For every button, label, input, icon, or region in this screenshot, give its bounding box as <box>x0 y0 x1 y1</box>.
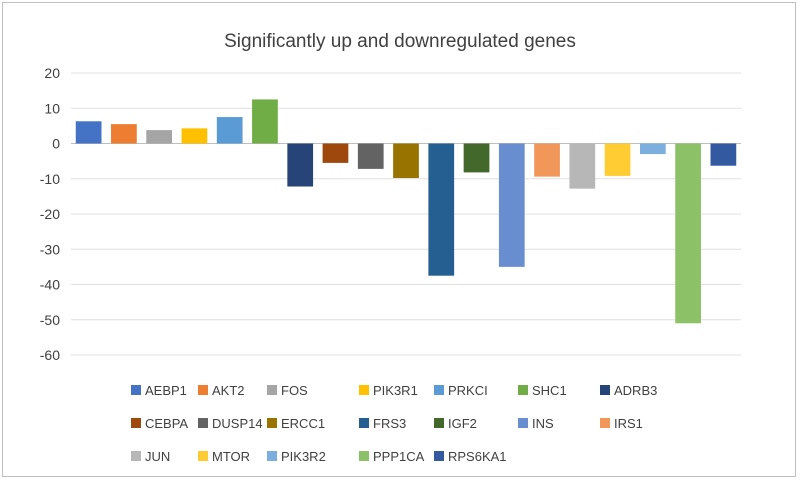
legend-item-fos: FOS <box>267 383 308 398</box>
legend-item-aebp1: AEBP1 <box>131 383 187 398</box>
y-tick-label: -20 <box>40 206 60 222</box>
legend-swatch <box>131 385 141 395</box>
legend-label: SHC1 <box>532 383 567 398</box>
y-tick-label: 0 <box>52 136 60 152</box>
bars <box>75 99 737 324</box>
legend-swatch <box>131 418 141 428</box>
legend-item-pik3r2: PIK3R2 <box>267 449 326 464</box>
legend-swatch <box>198 418 208 428</box>
bar-akt2 <box>111 124 137 144</box>
legend-swatch <box>267 385 277 395</box>
legend-label: FRS3 <box>373 416 406 431</box>
legend-item-cebpa: CEBPA <box>131 416 188 431</box>
legend-item-ercc1: ERCC1 <box>267 416 325 431</box>
legend-swatch <box>198 451 208 461</box>
bar-mtor <box>604 143 631 176</box>
y-tick-label: -30 <box>40 241 60 257</box>
legend-item-irs1: IRS1 <box>600 416 643 431</box>
legend-item-igf2: IGF2 <box>434 416 477 431</box>
bar-adrb3 <box>287 143 314 187</box>
bar-cebpa <box>322 143 349 163</box>
y-tick-label: 10 <box>44 100 60 116</box>
legend-swatch <box>600 385 610 395</box>
legend-label: AEBP1 <box>145 383 187 398</box>
legend-item-ins: INS <box>518 416 554 431</box>
legend-item-shc1: SHC1 <box>518 383 567 398</box>
legend-label: PIK3R2 <box>281 449 326 464</box>
legend-swatch <box>434 451 444 461</box>
legend-label: ERCC1 <box>281 416 325 431</box>
legend-label: IRS1 <box>614 416 643 431</box>
bar-shc1 <box>252 99 278 144</box>
bar-pik3r1 <box>181 128 208 144</box>
legend-label: AKT2 <box>212 383 245 398</box>
legend-label: IGF2 <box>448 416 477 431</box>
legend-swatch <box>518 418 528 428</box>
bar-frs3 <box>428 143 455 276</box>
bar-chart: Significantly up and downregulated genes… <box>40 31 741 464</box>
legend-swatch <box>267 451 277 461</box>
legend-item-adrb3: ADRB3 <box>600 383 657 398</box>
legend-label: PRKCI <box>448 383 488 398</box>
y-tick-label: -50 <box>40 312 60 328</box>
legend-swatch <box>600 418 610 428</box>
bar-aebp1 <box>75 121 102 144</box>
legend-item-akt2: AKT2 <box>198 383 245 398</box>
bar-irs1 <box>534 143 560 177</box>
y-tick-label: -10 <box>40 171 60 187</box>
legend-label: DUSP14 <box>212 416 263 431</box>
bar-fos <box>146 130 173 144</box>
bar-ercc1 <box>393 143 419 179</box>
legend-swatch <box>198 385 208 395</box>
bar-ins <box>498 143 525 267</box>
bar-igf2 <box>463 143 490 173</box>
legend-swatch <box>267 418 277 428</box>
bar-rps6ka1 <box>710 143 737 166</box>
bar-dusp14 <box>357 143 384 169</box>
bar-jun <box>569 143 596 189</box>
y-tick-label: -40 <box>40 277 60 293</box>
legend-label: MTOR <box>212 449 250 464</box>
legend-label: PPP1CA <box>373 449 425 464</box>
legend-item-ppp1ca: PPP1CA <box>359 449 425 464</box>
legend-swatch <box>359 451 369 461</box>
bar-pik3r2 <box>639 143 666 155</box>
legend-item-prkci: PRKCI <box>434 383 488 398</box>
y-tick-label: 20 <box>44 65 60 81</box>
chart-frame: Significantly up and downregulated genes… <box>2 2 796 477</box>
legend-item-pik3r1: PIK3R1 <box>359 383 418 398</box>
legend-label: PIK3R1 <box>373 383 418 398</box>
bar-prkci <box>216 117 243 144</box>
legend-swatch <box>434 385 444 395</box>
legend-item-dusp14: DUSP14 <box>198 416 263 431</box>
legend-label: RPS6KA1 <box>448 449 507 464</box>
y-axis: 20 10 0 -10 -20 -30 -40 -50 -60 <box>40 65 60 363</box>
y-tick-label: -60 <box>40 347 60 363</box>
legend-label: JUN <box>145 449 170 464</box>
chart-title: Significantly up and downregulated genes <box>224 31 576 52</box>
legend-swatch <box>518 385 528 395</box>
legend-label: INS <box>532 416 554 431</box>
legend-item-frs3: FRS3 <box>359 416 406 431</box>
legend-item-jun: JUN <box>131 449 170 464</box>
legend-swatch <box>131 451 141 461</box>
legend-label: FOS <box>281 383 308 398</box>
legend-swatch <box>359 385 369 395</box>
legend: AEBP1 AKT2 FOS PIK3R1 PRKCI SHC1 ADRB3 CEBPA DUS… <box>131 383 657 464</box>
legend-item-rps6ka1: RPS6KA1 <box>434 449 507 464</box>
legend-item-mtor: MTOR <box>198 449 250 464</box>
legend-label: CEBPA <box>145 416 188 431</box>
bar-ppp1ca <box>675 143 701 324</box>
legend-label: ADRB3 <box>614 383 657 398</box>
legend-swatch <box>434 418 444 428</box>
gridlines <box>71 72 741 356</box>
legend-swatch <box>359 418 369 428</box>
